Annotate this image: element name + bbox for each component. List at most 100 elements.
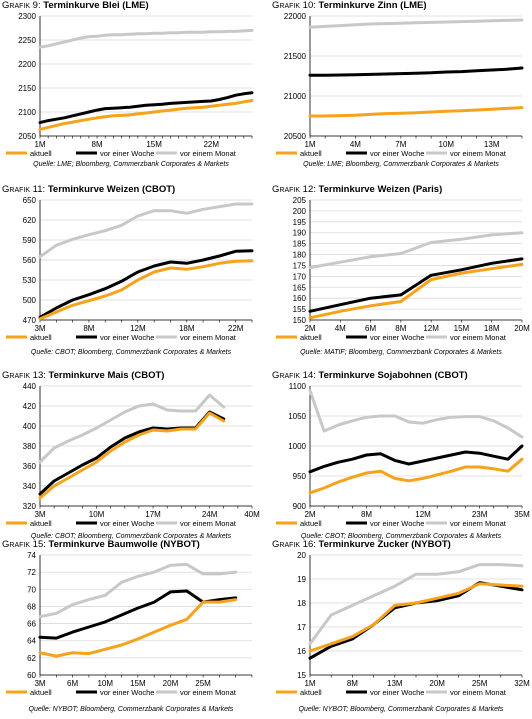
chart-title-text: Terminkurve Zinn (LME) [318, 0, 427, 11]
plot-area [310, 385, 522, 507]
y-tick-label: 340 [23, 482, 37, 491]
chart-title-prefix: Grafik [2, 539, 31, 550]
series-line-aktuell [308, 457, 524, 495]
x-tick-label: 8M [92, 140, 103, 149]
y-tick-label: 20500 [284, 132, 307, 141]
chart-title-prefix: Grafik [2, 370, 31, 381]
series-line-vor-einem-monat [308, 563, 524, 646]
series-line-vor-einer-woche [38, 589, 238, 640]
chart-title-prefix: Grafik [2, 0, 31, 11]
legend-label: aktuell [300, 688, 322, 697]
x-tick-label: 15M [454, 324, 470, 333]
y-tick-label: 21000 [284, 92, 307, 101]
legend-label: vor einer Woche [100, 149, 154, 158]
y-tick-label: 62 [27, 654, 36, 663]
y-tick-label: 2050 [18, 132, 36, 141]
legend-label: vor einem Monat [450, 149, 507, 158]
y-tick-label: 470 [23, 316, 37, 325]
legend-label: vor einem Monat [180, 519, 237, 528]
line-chart: 15 16 17 18 19 20 1M 8M 13M 20M 25M 32M aktuell vor e… [276, 551, 530, 697]
chart-title-text: Terminkurve Sojabohnen (CBOT) [318, 370, 468, 381]
y-tick-label: 2250 [18, 36, 36, 45]
chart-title-number: 9: [32, 0, 41, 11]
x-tick-label: 13M [484, 140, 500, 149]
y-tick-label: 2200 [18, 60, 36, 69]
y-tick-label: 185 [293, 240, 307, 249]
x-tick-label: 40M [244, 510, 260, 519]
line-chart: 900 950 1000 1050 1100 2M 8M 12M 23M 35M aktuell vo… [276, 382, 530, 528]
chart-source: Quelle: LME; Bloomberg, Commerzbank Corp… [303, 161, 499, 168]
x-tick-label: 1M [34, 140, 45, 149]
legend-label: aktuell [30, 688, 52, 697]
legend-label: vor einer Woche [100, 519, 154, 528]
chart-title-prefix: Grafik [2, 184, 31, 195]
chart-source: Quelle: CBOT; Bloomberg, Commerzbank Cor… [30, 533, 232, 540]
y-tick-label: 68 [27, 602, 36, 611]
y-tick-label: 22000 [284, 12, 307, 21]
x-tick-label: 10M [439, 140, 455, 149]
legend-label: aktuell [300, 149, 322, 158]
series-line-aktuell [38, 598, 238, 658]
y-tick-label: 440 [23, 382, 37, 391]
y-tick-label: 64 [27, 637, 36, 646]
series-line-vor-einer-woche [38, 91, 254, 125]
series-line-aktuell [38, 259, 254, 321]
legend-label: vor einem Monat [180, 333, 237, 342]
x-tick-label: 6M [67, 679, 78, 688]
y-tick-label: 15 [297, 671, 306, 680]
chart-panel-baumwolle: Grafik 15: Terminkurve Baumwolle (NYBOT)… [0, 539, 262, 717]
chart-source: Quelle: MATIF; Bloomberg, Commerzbank Co… [300, 349, 502, 356]
y-tick-label: 175 [293, 261, 307, 270]
x-tick-label: 3M [34, 510, 45, 519]
legend-label: vor einer Woche [370, 688, 424, 697]
x-tick-label: 3M [34, 679, 45, 688]
y-tick-label: 150 [293, 316, 307, 325]
plot-area [310, 199, 522, 321]
chart-source: Quelle: NYBOT; Bloomberg, Commerzbank Co… [298, 706, 504, 713]
chart-title-prefix: Grafik [272, 0, 301, 11]
series-line-aktuell [38, 411, 226, 500]
y-tick-label: 74 [27, 551, 36, 560]
chart-title: Grafik 15: Terminkurve Baumwolle (NYBOT) [2, 539, 200, 550]
y-tick-label: 190 [293, 229, 307, 238]
chart-panel-zucker: Grafik 16: Terminkurve Zucker (NYBOT) 15… [270, 539, 532, 717]
series-line-vor-einer-woche [308, 66, 524, 77]
y-tick-label: 620 [23, 216, 37, 225]
x-tick-label: 24M [202, 510, 218, 519]
legend-label: aktuell [300, 333, 322, 342]
legend: aktuell vor einer Woche vor einem Monat [6, 149, 237, 158]
series-line-vor-einer-woche [308, 444, 524, 474]
legend: aktuell vor einer Woche vor einem Monat [276, 688, 507, 697]
chart-title-text: Terminkurve Baumwolle (NYBOT) [48, 539, 200, 550]
x-tick-label: 22M [228, 324, 244, 333]
y-tick-label: 18 [297, 599, 306, 608]
x-tick-label: 10M [97, 679, 113, 688]
chart-title: Grafik 14: Terminkurve Sojabohnen (CBOT) [272, 370, 468, 381]
y-tick-label: 950 [293, 472, 307, 481]
x-tick-label: 20M [514, 324, 530, 333]
legend: aktuell vor einer Woche vor einem Monat [6, 688, 237, 697]
x-tick-label: 23M [472, 510, 488, 519]
series-line-vor-einem-monat [308, 389, 524, 439]
x-tick-label: 4M [335, 324, 346, 333]
chart-source: Quelle: LME; Bloomberg, Commerzbank Corp… [33, 161, 229, 168]
y-tick-label: 155 [293, 305, 307, 314]
series-line-vor-einem-monat [38, 393, 226, 464]
x-tick-label: 35M [514, 510, 530, 519]
series-line-vor-einer-woche [38, 410, 226, 496]
x-tick-label: 17M [145, 510, 161, 519]
x-tick-label: 10M [89, 510, 105, 519]
x-tick-label: 18M [179, 324, 195, 333]
y-tick-label: 320 [23, 502, 37, 511]
y-tick-label: 360 [23, 462, 37, 471]
series-line-vor-einem-monat [38, 202, 254, 259]
chart-title: Grafik 16: Terminkurve Zucker (NYBOT) [272, 539, 451, 550]
y-tick-label: 70 [27, 585, 36, 594]
series-line-aktuell [308, 582, 524, 653]
x-tick-label: 8M [347, 679, 358, 688]
chart-source: Quelle: CBOT; Bloomberg, Commerzbank Cor… [30, 349, 232, 356]
x-tick-label: 2M [304, 510, 315, 519]
y-tick-label: 19 [297, 575, 306, 584]
chart-title-text: Terminkurve Mais (CBOT) [48, 370, 165, 381]
chart-title: Grafik 10: Terminkurve Zinn (LME) [272, 0, 427, 11]
